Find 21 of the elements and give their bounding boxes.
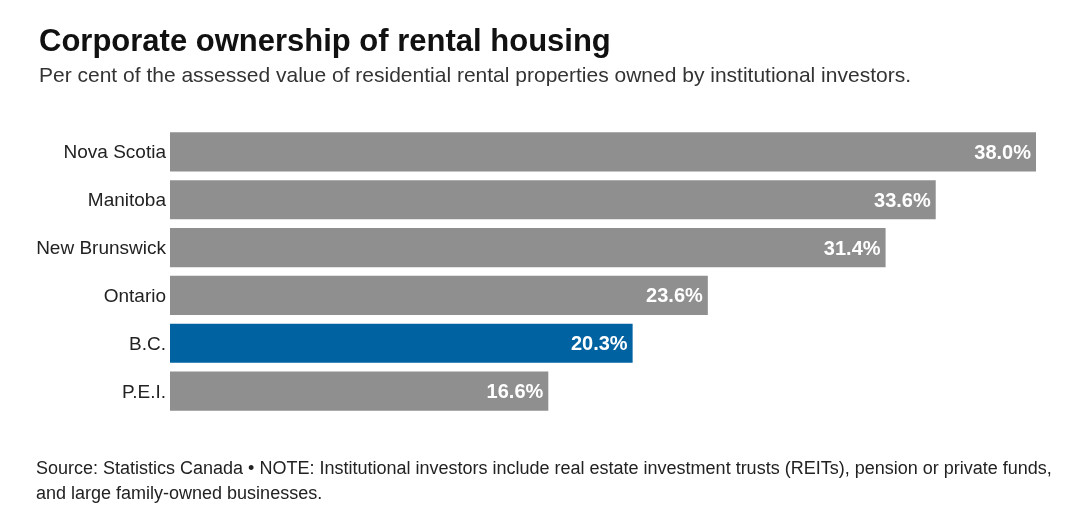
bar [170,132,1036,172]
data-label: 20.3% [570,332,628,355]
bar [170,180,936,220]
bar [170,371,549,411]
y-tick-label: P.E.I. [121,380,166,402]
data-label: 23.6% [646,284,704,307]
bar [170,323,633,363]
chart-subtitle: Per cent of the assessed value of residential rental properties owned by institutional investors. [39,63,911,86]
bar [170,275,708,316]
data-label: 33.6% [874,188,931,211]
data-label: 31.4% [823,236,881,259]
y-tick-label: New Brunswick [36,237,167,259]
y-tick-label: B.C. [129,332,166,354]
data-label: 38.0% [974,140,1032,163]
data-label: 16.6% [486,380,544,403]
source-note: Source: Statistics Canada • NOTE: Institutional investors include real estate investment trusts (REITs), pension or private funds, and large family-owned businesses. [36,457,1057,503]
y-tick-label: Ontario [103,284,166,306]
chart-title: Corporate ownership of rental housing [39,23,611,58]
bar [170,227,886,268]
y-tick-label: Nova Scotia [63,141,167,163]
y-tick-label: Manitoba [87,189,167,211]
